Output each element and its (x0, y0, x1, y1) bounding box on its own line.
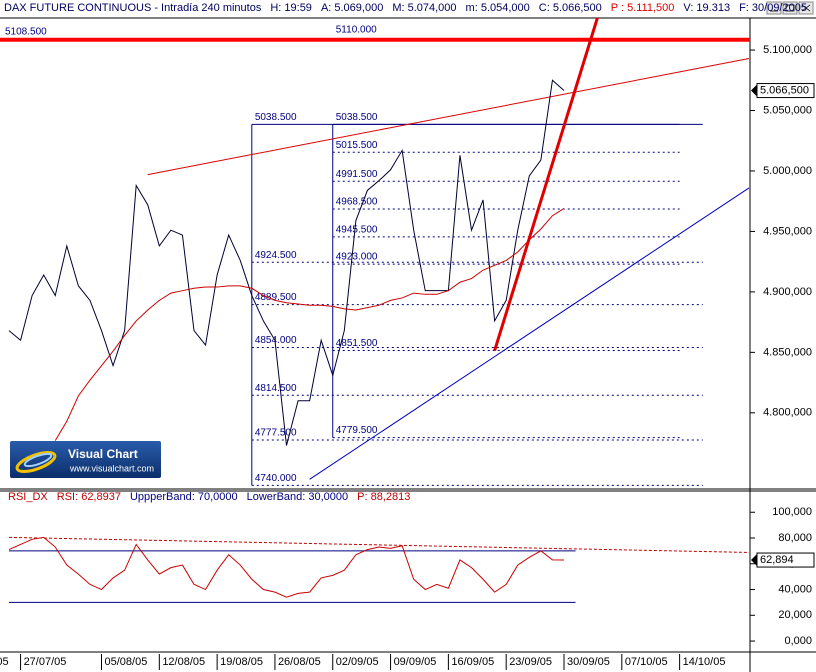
series-line (54, 208, 565, 441)
series-line (8, 536, 565, 598)
x-tick-label: 20/07/05 (0, 656, 9, 668)
last-value-box (756, 552, 815, 568)
trend-line (309, 187, 750, 480)
y-tick-label: 5.000,000 (763, 165, 812, 177)
close-icon (801, 4, 811, 12)
fib-label: 5038.500 (336, 112, 378, 123)
fib-label: 4851.500 (336, 338, 378, 349)
logo-url: www.visualchart.com (69, 463, 154, 473)
last-value-label: 5.066,500 (760, 84, 809, 96)
fib-label: 4889.500 (255, 292, 297, 303)
trend-line (493, 18, 599, 351)
fib-label: 4945.500 (336, 225, 378, 236)
y-tick-label: 4.800,000 (763, 407, 812, 419)
fib-label: 4968.500 (336, 197, 378, 208)
y-tick-label: 4.850,000 (763, 346, 812, 358)
x-tick-label: 27/07/05 (24, 656, 67, 668)
header-title: DAX FUTURE CONTINUOUS - Intradía 240 min… (4, 2, 262, 14)
logo-swoosh (15, 451, 57, 473)
fib-label: 4814.500 (255, 383, 297, 394)
header-field: H: 19:59 (270, 2, 312, 14)
frames (0, 17, 816, 672)
y-tick-label: 80,000 (778, 532, 812, 544)
header: DAX FUTURE CONTINUOUS - Intradía 240 min… (4, 2, 807, 14)
last-value-box (756, 83, 815, 99)
logo-box (10, 441, 161, 478)
y-tick-label: 100,000 (772, 506, 812, 518)
indicator-field: P: 88,2813 (357, 491, 410, 503)
y-tick-label: 5.100,000 (763, 44, 812, 56)
x-tick-label: 16/09/05 (451, 656, 494, 668)
last-value-pointer (751, 84, 757, 97)
indicator-field: LowerBand: 30,0000 (247, 491, 349, 503)
header-field: P : 5.111,500 (611, 2, 675, 14)
x-tick-label: 09/09/05 (394, 656, 437, 668)
fib-label: 4740.000 (255, 473, 297, 484)
y-tick-label: 4.950,000 (763, 225, 812, 237)
fib-label: 4991.500 (336, 169, 378, 180)
header-field: V: 19.313 (683, 2, 730, 14)
last-value-pointer (751, 554, 757, 567)
trend-line (147, 58, 750, 176)
indicator-field: UppperBand: 70,0000 (130, 491, 238, 503)
header-field: F: 30/09/2005 (739, 2, 807, 14)
logo-swoosh (23, 452, 53, 468)
level-label: 5108.500 (5, 26, 47, 37)
y-tick-label: 20,000 (778, 609, 812, 621)
window-buttons[interactable] (766, 1, 814, 15)
last-value-label: 62,894 (760, 554, 794, 566)
fib-label: 5038.500 (255, 112, 297, 123)
x-tick-label: 05/08/05 (105, 656, 148, 668)
axes: 5.100,000 5.050,000 5.000,000 4.950,000 4.90… (0, 44, 815, 670)
indicator-field: RSI: 62,8937 (57, 491, 121, 503)
fib-label: 5015.500 (336, 140, 378, 151)
x-tick-label: 23/09/05 (509, 656, 552, 668)
y-tick-label: 0,000 (784, 635, 812, 647)
x-tick-label: 19/08/05 (220, 656, 263, 668)
x-tick-label: 07/10/05 (625, 656, 668, 668)
y-tick-label: 5.050,000 (763, 104, 812, 116)
trend-line (8, 536, 750, 553)
logo: Visual Chart www.visualchart.com (10, 441, 161, 478)
price-text: 5110.000 (336, 25, 377, 36)
indicator-field: RSI_DX (8, 491, 48, 503)
x-tick-label: 14/10/05 (683, 656, 726, 668)
fib-label: 4923.000 (336, 252, 378, 263)
logo-title: Visual Chart (68, 447, 138, 461)
header-field: C: 5.066,500 (539, 2, 602, 14)
x-tick-label: 26/08/05 (278, 656, 321, 668)
fib-label: 4779.500 (336, 425, 378, 436)
fib-label: 4924.500 (255, 250, 297, 261)
header-field: M: 5.074,000 (392, 2, 456, 14)
x-tick-label: 02/09/05 (336, 656, 379, 668)
y-tick-label: 40,000 (778, 583, 812, 595)
x-tick-label: 12/08/05 (162, 656, 205, 668)
header-field: m: 5.054,000 (466, 2, 530, 14)
fib-label: 4854.000 (255, 335, 297, 346)
x-tick-label: 30/09/05 (567, 656, 610, 668)
price-plot: 5108.500 5038.500 4924.500 4889.500 4854.000… (0, 18, 750, 486)
series-line (8, 79, 565, 446)
fib-label: 4777.500 (255, 428, 297, 439)
header-field: A: 5.069,000 (321, 2, 383, 14)
y-tick-label: 4.900,000 (763, 286, 812, 298)
rsi-plot: RSI_DX RSI: 62,8937 UppperBand: 70,0000 Low… (8, 491, 750, 603)
maximize-icon (785, 4, 795, 12)
